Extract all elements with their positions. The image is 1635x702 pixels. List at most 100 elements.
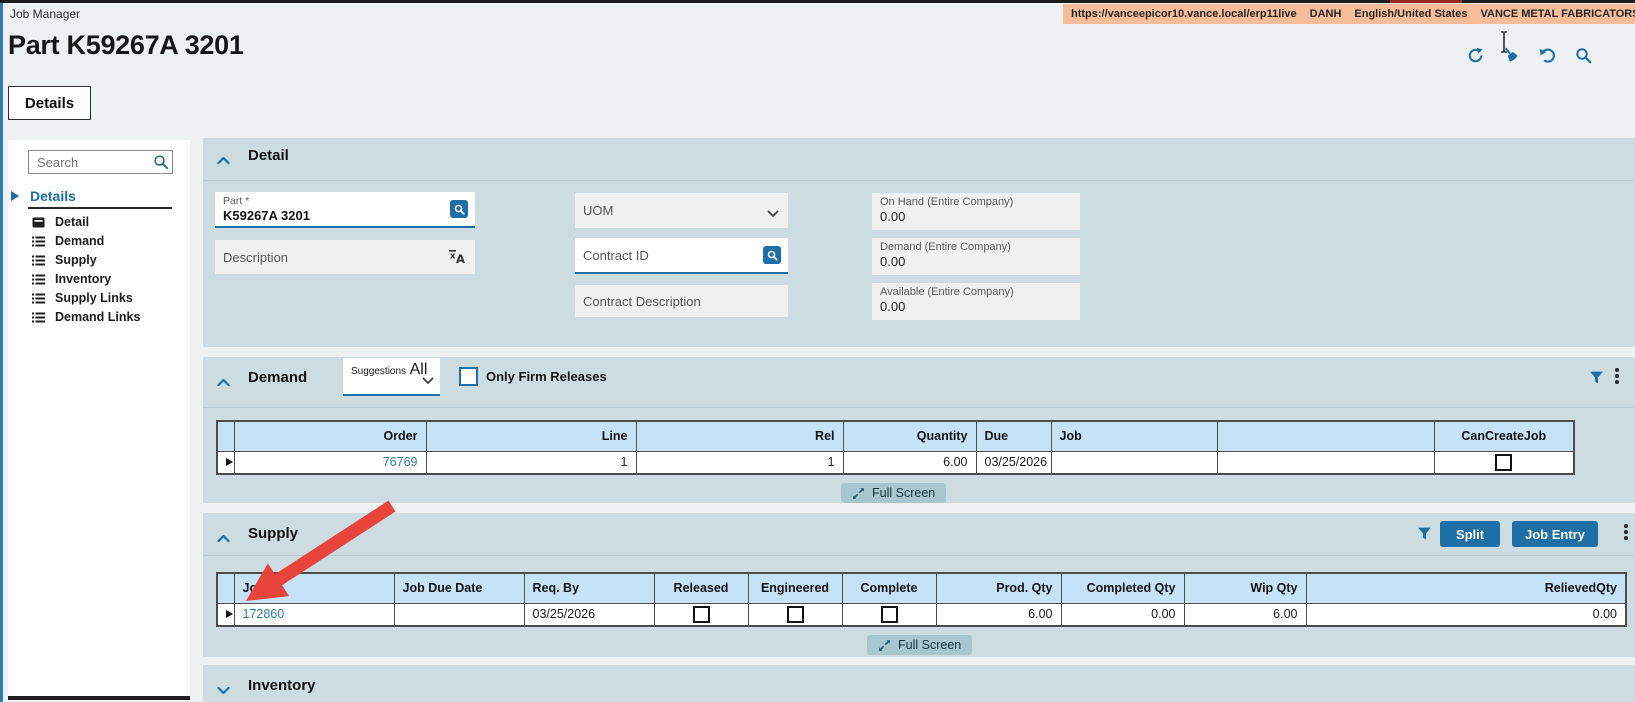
- sidebar-item-label: Supply: [55, 253, 97, 267]
- undo-icon[interactable]: [1538, 46, 1556, 64]
- banner-url: https://vanceepicor10.vance.local/erp11l…: [1071, 8, 1297, 20]
- released-cell[interactable]: [653, 602, 749, 627]
- demand-full-screen-button[interactable]: Full Screen: [841, 483, 947, 503]
- req-by-cell[interactable]: 03/25/2026: [523, 602, 655, 627]
- clear-broom-icon[interactable]: [1502, 46, 1520, 64]
- suggestions-dropdown[interactable]: Suggestions All: [343, 358, 440, 396]
- row-selector-cell[interactable]: [216, 602, 235, 627]
- supply-col-complete[interactable]: Complete: [841, 572, 937, 604]
- sidebar-underline: [28, 207, 172, 209]
- supply-col-prod-qty[interactable]: Prod. Qty: [935, 572, 1062, 604]
- engineered-cell[interactable]: [747, 602, 843, 627]
- contract-search-icon[interactable]: [763, 246, 781, 264]
- contract-description-field[interactable]: Contract Description: [575, 285, 788, 317]
- sidebar-item-demand[interactable]: Demand: [32, 233, 104, 249]
- demand-overflow-menu-icon[interactable]: [1615, 368, 1619, 384]
- job-entry-button[interactable]: Job Entry: [1512, 521, 1598, 547]
- demand-col-spacer: [1216, 420, 1435, 452]
- supply-col-engineered[interactable]: Engineered: [747, 572, 843, 604]
- collapse-detail-icon[interactable]: [217, 152, 230, 165]
- sidebar-item-details-root[interactable]: Details: [11, 188, 76, 204]
- section-demand: Demand Suggestions All Only Firm Release…: [203, 357, 1635, 503]
- supply-grid-header-row: Job Job Due Date Req. By Released Engine…: [216, 572, 1627, 604]
- supply-col-req-by[interactable]: Req. By: [523, 572, 655, 604]
- supply-overflow-menu-icon[interactable]: [1624, 524, 1628, 540]
- supply-filter-icon[interactable]: [1417, 526, 1432, 546]
- sidebar-item-detail[interactable]: Detail: [32, 214, 89, 230]
- complete-checkbox[interactable]: [880, 605, 898, 623]
- completed-qty-cell[interactable]: 0.00: [1060, 602, 1185, 627]
- expand-inventory-icon[interactable]: [217, 682, 230, 695]
- prod-qty-cell[interactable]: 6.00: [935, 602, 1062, 627]
- job-due-date-cell[interactable]: [393, 602, 525, 627]
- relieved-qty-cell[interactable]: 0.00: [1305, 602, 1627, 627]
- rel-cell[interactable]: 1: [635, 450, 844, 475]
- demand-col-job[interactable]: Job: [1050, 420, 1218, 452]
- part-field[interactable]: Part * K59267A 3201: [215, 192, 475, 228]
- cancreatejob-checkbox[interactable]: [1495, 453, 1513, 471]
- order-link[interactable]: 76769: [382, 455, 418, 470]
- demand-grid: Order Line Rel Quantity Due Job CanCreat…: [216, 420, 1575, 475]
- supply-col-job-due-date[interactable]: Job Due Date: [393, 572, 525, 604]
- part-value[interactable]: K59267A 3201: [223, 208, 310, 223]
- sidebar-item-supply[interactable]: Supply: [32, 252, 97, 268]
- supply-col-wip-qty[interactable]: Wip Qty: [1183, 572, 1307, 604]
- job-cell[interactable]: [1050, 450, 1218, 475]
- collapse-supply-icon[interactable]: [217, 530, 230, 543]
- demand-col-rel[interactable]: Rel: [635, 420, 844, 452]
- complete-cell[interactable]: [841, 602, 937, 627]
- demand-col-cancreatejob[interactable]: CanCreateJob: [1433, 420, 1575, 452]
- supply-col-job[interactable]: Job: [233, 572, 395, 604]
- tab-details[interactable]: Details: [8, 86, 91, 120]
- demand-row[interactable]: 76769 1 1 6.00 03/25/2026: [216, 450, 1575, 475]
- full-screen-label: Full Screen: [898, 638, 962, 652]
- order-cell[interactable]: 76769: [233, 450, 427, 475]
- job-link[interactable]: 172860: [242, 607, 285, 622]
- demand-col-quantity[interactable]: Quantity: [842, 420, 977, 452]
- supply-col-relieved-qty[interactable]: RelievedQty: [1305, 572, 1627, 604]
- released-checkbox[interactable]: [692, 605, 710, 623]
- supply-full-screen-button[interactable]: Full Screen: [867, 635, 973, 655]
- split-button[interactable]: Split: [1440, 521, 1500, 547]
- chevron-down-icon[interactable]: [767, 205, 779, 223]
- sidebar-search-box[interactable]: [28, 150, 173, 174]
- demand-col-line[interactable]: Line: [425, 420, 637, 452]
- uom-label: UOM: [583, 203, 614, 218]
- on-hand-value: 0.00: [880, 209, 906, 224]
- engineered-checkbox[interactable]: [786, 605, 804, 623]
- quantity-cell[interactable]: 6.00: [842, 450, 977, 475]
- sidebar-item-demand-links[interactable]: Demand Links: [32, 309, 140, 325]
- due-cell[interactable]: 03/25/2026: [975, 450, 1052, 475]
- part-search-icon[interactable]: [450, 200, 468, 218]
- search-icon[interactable]: [1574, 46, 1592, 64]
- sidebar-item-inventory[interactable]: Inventory: [32, 271, 111, 287]
- supply-col-released[interactable]: Released: [653, 572, 749, 604]
- demand-filter-icon[interactable]: [1589, 370, 1604, 390]
- sidebar-item-supply-links[interactable]: Supply Links: [32, 290, 133, 306]
- collapse-demand-icon[interactable]: [217, 374, 230, 387]
- line-cell[interactable]: 1: [425, 450, 637, 475]
- cancreatejob-cell[interactable]: [1433, 450, 1575, 475]
- demand-col-due[interactable]: Due: [975, 420, 1052, 452]
- uom-field[interactable]: UOM: [575, 193, 788, 228]
- description-label: Description: [223, 249, 289, 265]
- suggestions-value: All: [409, 361, 428, 378]
- section-detail: Detail Part * K59267A 3201 Description x…: [203, 138, 1635, 347]
- supply-row[interactable]: 172860 03/25/2026 6.00 0.00 6.00 0.00: [216, 602, 1627, 627]
- supply-col-completed-qty[interactable]: Completed Qty: [1060, 572, 1185, 604]
- demand-col-order[interactable]: Order: [233, 420, 427, 452]
- demand-qty-label: Demand (Entire Company): [880, 241, 1011, 253]
- refresh-icon[interactable]: [1466, 46, 1484, 64]
- only-firm-releases-checkbox[interactable]: [459, 367, 478, 386]
- row-selector-cell[interactable]: [216, 450, 235, 475]
- spacer-cell[interactable]: [1216, 450, 1435, 475]
- search-input[interactable]: [29, 154, 150, 170]
- sidebar-search-icon[interactable]: [150, 153, 172, 171]
- job-cell[interactable]: 172860: [233, 602, 395, 627]
- contract-id-field[interactable]: Contract ID: [575, 238, 788, 274]
- wip-qty-cell[interactable]: 6.00: [1183, 602, 1307, 627]
- sidebar-item-label: Supply Links: [55, 291, 133, 305]
- banner-company: VANCE METAL FABRICATORS, INC: [1480, 8, 1635, 20]
